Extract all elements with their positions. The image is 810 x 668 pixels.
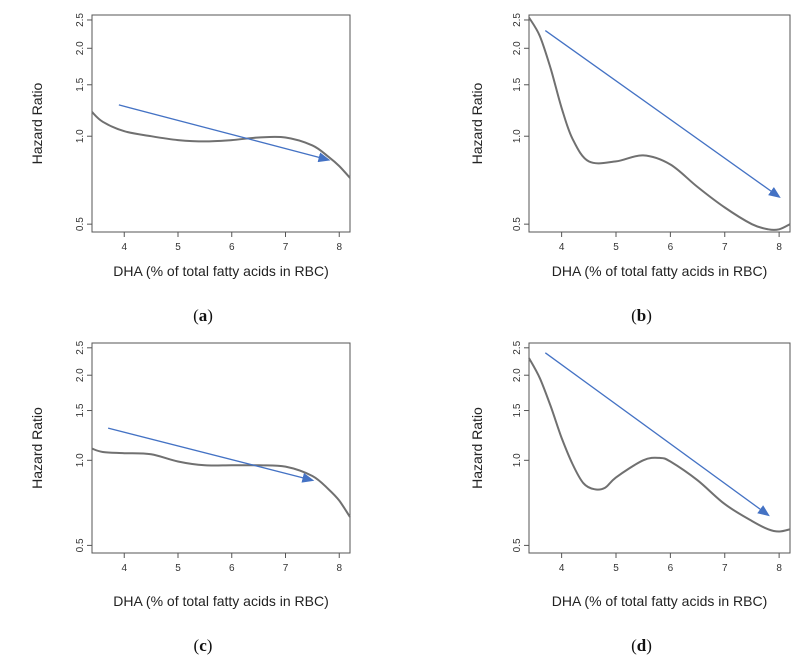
y-tick-label: 1.5 (512, 403, 523, 417)
x-axis-label: DHA (% of total fatty acids in RBC) (552, 593, 768, 609)
y-tick-label: 2.0 (512, 368, 523, 382)
chart-panel-b: 4 5 6 7 8 0.5 1.0 1.5 2.0 2.5 DHA (% of total fatt… (469, 13, 791, 325)
hazard-ratio-curve (91, 111, 351, 179)
y-tick-label: 2.0 (512, 41, 523, 55)
y-tick-label: 0.5 (75, 538, 86, 552)
x-tick-label: 4 (121, 242, 127, 253)
chart-panel-a: 4 5 6 7 8 0.5 1.0 1.5 2.0 2.5 DHA (% of total fatt… (29, 13, 351, 325)
x-tick-label: 6 (668, 242, 674, 253)
y-axis-label: Hazard Ratio (29, 82, 45, 164)
x-tick-label: 4 (559, 563, 565, 574)
panel-caption: (a) (193, 306, 213, 325)
plot-frame (528, 14, 791, 233)
x-tick-label: 7 (283, 563, 289, 574)
y-axis-label: Hazard Ratio (469, 82, 485, 164)
panel-caption: (d) (631, 636, 652, 655)
trend-arrow (118, 104, 331, 163)
plot-frame (528, 342, 791, 554)
chart-panel-c: 4 5 6 7 8 0.5 1.0 1.5 2.0 2.5 DHA (% of total fatt… (29, 340, 351, 655)
x-tick-label: 7 (722, 242, 728, 253)
x-tick-label: 5 (613, 563, 619, 574)
chart-panel-d: 4 5 6 7 8 0.5 1.0 1.5 2.0 2.5 DHA (% of total fatt… (469, 340, 791, 655)
trend-arrow (544, 30, 781, 199)
hazard-ratio-curve (528, 357, 791, 533)
y-tick-label: 1.5 (512, 77, 523, 91)
x-tick-label: 7 (283, 242, 289, 253)
y-tick-label: 1.0 (512, 129, 523, 143)
x-tick-label: 4 (559, 242, 565, 253)
y-tick-label: 0.5 (512, 217, 523, 231)
plot-frame (91, 342, 351, 554)
y-tick-label: 0.5 (75, 217, 86, 231)
x-axis-label: DHA (% of total fatty acids in RBC) (552, 263, 768, 279)
y-tick-label: 2.5 (75, 13, 86, 27)
y-tick-label: 1.5 (75, 403, 86, 417)
y-tick-label: 2.5 (512, 13, 523, 27)
x-tick-label: 6 (229, 242, 235, 253)
x-tick-label: 8 (776, 242, 782, 253)
x-tick-label: 7 (722, 563, 728, 574)
hazard-ratio-curve (91, 447, 351, 518)
x-tick-label: 6 (229, 563, 235, 574)
y-tick-label: 2.0 (75, 368, 86, 382)
y-tick-label: 2.0 (75, 41, 86, 55)
x-axis-label: DHA (% of total fatty acids in RBC) (113, 593, 329, 609)
y-tick-label: 2.5 (75, 340, 86, 354)
y-tick-label: 1.0 (75, 129, 86, 143)
x-tick-label: 8 (776, 563, 782, 574)
panel-caption: (c) (194, 636, 213, 655)
trend-arrow (544, 352, 770, 517)
x-tick-label: 5 (613, 242, 619, 253)
x-tick-label: 5 (175, 242, 181, 253)
x-tick-label: 4 (121, 563, 127, 574)
x-tick-label: 8 (336, 563, 342, 574)
panel-caption: (b) (631, 306, 652, 325)
hazard-ratio-curve (528, 16, 791, 231)
x-tick-label: 5 (175, 563, 181, 574)
y-tick-label: 1.0 (512, 453, 523, 467)
y-tick-label: 0.5 (512, 538, 523, 552)
x-tick-label: 6 (668, 563, 674, 574)
y-tick-label: 1.5 (75, 77, 86, 91)
y-tick-label: 2.5 (512, 340, 523, 354)
y-axis-label: Hazard Ratio (29, 407, 45, 489)
y-axis-label: Hazard Ratio (469, 407, 485, 489)
x-tick-label: 8 (336, 242, 342, 253)
plot-frame (91, 14, 351, 233)
y-tick-label: 1.0 (75, 453, 86, 467)
x-axis-label: DHA (% of total fatty acids in RBC) (113, 263, 329, 279)
trend-arrow (107, 427, 315, 483)
